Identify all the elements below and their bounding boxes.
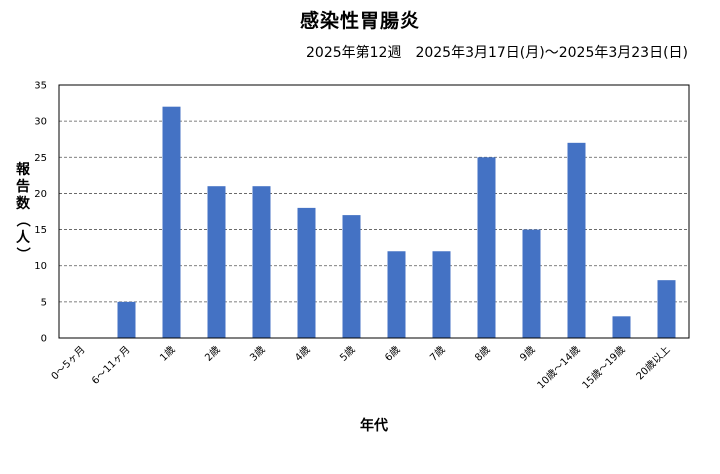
chart-subtitle: 2025年第12週 2025年3月17日(月)〜2025年3月23日(日) — [306, 45, 688, 61]
x-tick-label: 4歳 — [293, 344, 313, 364]
y-tick-label: 25 — [34, 153, 47, 164]
y-tick-label: 5 — [41, 297, 47, 308]
bar — [432, 251, 451, 338]
bars — [117, 106, 676, 338]
chart-title: 感染性胃腸炎 — [299, 10, 420, 32]
x-tick-label: 3歳 — [248, 344, 268, 364]
x-tick-label: 0〜5ヶ月 — [49, 344, 88, 383]
bar — [657, 280, 676, 338]
x-tick-label: 5歳 — [338, 344, 358, 364]
y-tick-label: 30 — [34, 117, 47, 128]
x-tick-label: 1歳 — [158, 344, 178, 364]
x-tick-label: 2歳 — [203, 344, 223, 364]
y-tick-label: 20 — [34, 189, 47, 200]
bar — [117, 301, 136, 338]
x-tick-label: 20歳以上 — [634, 344, 673, 383]
x-tick-label: 9歳 — [518, 344, 538, 364]
bar — [567, 142, 586, 338]
bar — [342, 215, 361, 338]
plot-frame — [58, 84, 690, 339]
bar — [297, 207, 316, 338]
y-axis-title-char: 人 — [16, 229, 31, 246]
y-axis-title-char: ） — [14, 247, 30, 261]
y-tick-label: 10 — [34, 261, 47, 272]
y-tick-label: 35 — [34, 81, 47, 92]
y-tick-label: 15 — [34, 225, 47, 236]
bar — [207, 186, 226, 338]
x-tick-labels: 0〜5ヶ月 6〜11ヶ月 1歳 2歳 3歳 4歳 5歳 6歳 7歳 8歳 9歳10歳〜14歳15歳〜… — [49, 344, 673, 392]
bar — [252, 186, 271, 338]
x-tick-label: 7歳 — [428, 344, 448, 364]
y-axis-title-char: 報 — [16, 161, 31, 178]
y-tick-label: 0 — [41, 334, 47, 345]
gridlines — [59, 120, 689, 303]
bar — [522, 229, 541, 338]
x-tick-label: 8歳 — [473, 344, 493, 364]
x-axis-title: 年代 — [360, 417, 388, 434]
bar — [612, 316, 631, 338]
y-tick-labels: 0 5 10 15 20 25 30 35 — [34, 81, 47, 345]
x-tick-label: 15歳〜19歳 — [580, 344, 628, 392]
bar — [387, 251, 406, 338]
x-tick-label: 10歳〜14歳 — [535, 344, 583, 392]
y-axis-title: 報告数（ 人） — [14, 161, 31, 261]
bar — [162, 106, 181, 338]
y-axis-title-char: （ — [14, 213, 30, 227]
x-tick-label: 6〜11ヶ月 — [89, 344, 132, 387]
x-tick-label: 6歳 — [383, 344, 403, 364]
y-axis-title-char: 数 — [16, 195, 31, 212]
y-axis-title-char: 告 — [16, 178, 30, 195]
bar — [477, 157, 496, 338]
